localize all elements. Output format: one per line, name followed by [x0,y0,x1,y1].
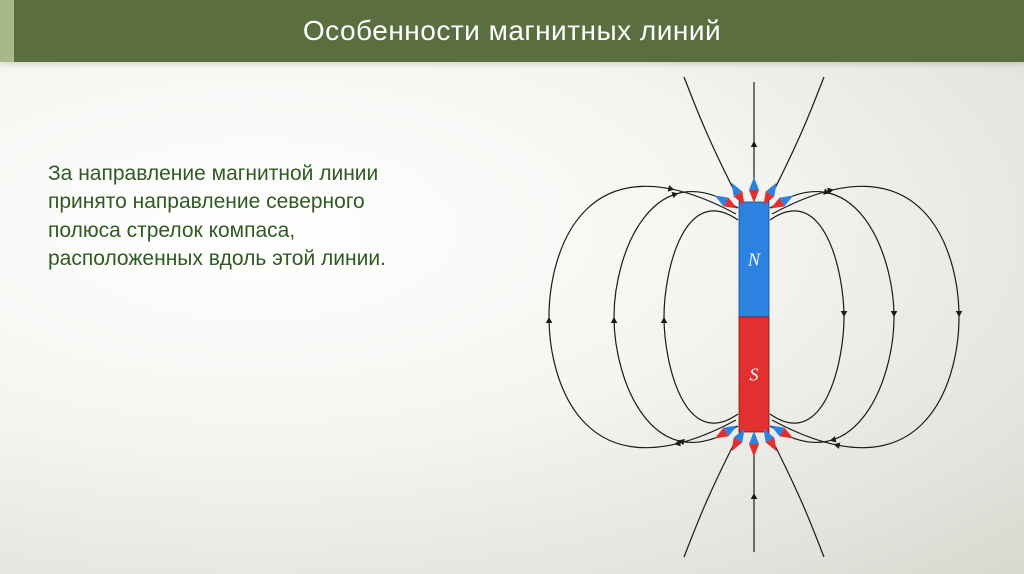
svg-text:S: S [750,365,759,385]
page-title: Особенности магнитных линий [303,15,721,47]
magnetic-field-diagram: NS [514,72,994,562]
svg-text:N: N [747,250,761,270]
title-bar: Особенности магнитных линий [0,0,1024,62]
body-text: За направление магнитной линии принято н… [48,160,428,273]
title-accent [0,0,14,62]
content-area: За направление магнитной линии принято н… [0,62,1024,574]
